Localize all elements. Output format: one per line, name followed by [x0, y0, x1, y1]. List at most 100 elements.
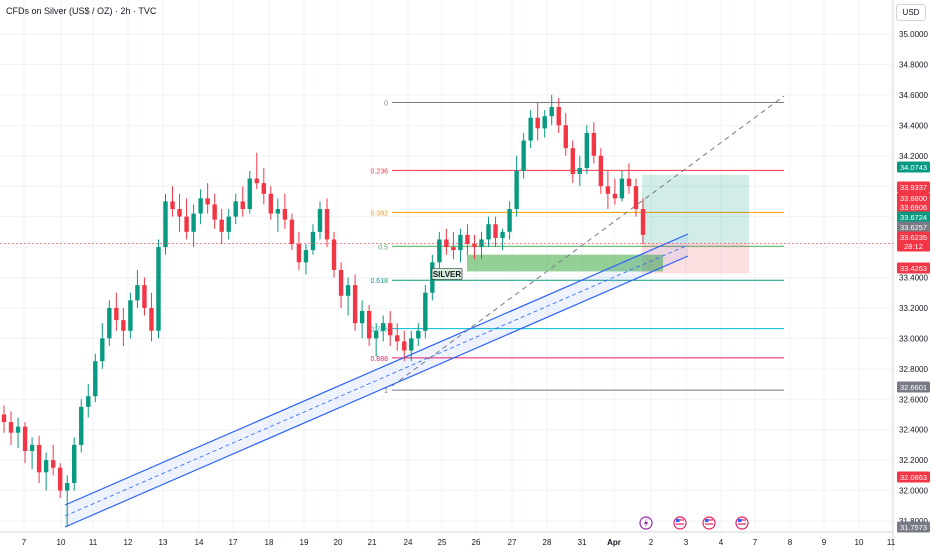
candle-body [570, 148, 575, 175]
candle-body [43, 460, 49, 473]
us-flag-event-icon [702, 516, 716, 530]
candle-body [36, 444, 42, 473]
y-tick-label: 32.6000 [899, 395, 928, 404]
candle [402, 330, 407, 362]
price-badge-bg [897, 240, 930, 252]
candle-body [423, 292, 428, 331]
candle [128, 292, 133, 339]
candle-body [507, 209, 512, 232]
candle [254, 152, 259, 190]
candle [219, 209, 224, 245]
price-badge-bg [897, 262, 930, 274]
price-badge-bg [897, 211, 930, 223]
candle-body [500, 231, 505, 238]
candle [8, 411, 14, 445]
price-badge: 33.8800 [897, 192, 930, 204]
price-badge: 33.6235 [897, 231, 930, 243]
candle-body [15, 426, 21, 433]
y-tick-label: 35.0000 [899, 30, 928, 39]
event-markers [639, 516, 749, 530]
currency-button[interactable]: USD [896, 4, 926, 21]
candle-body [64, 482, 70, 491]
x-tick-label: 28 [543, 538, 552, 547]
candle [640, 198, 646, 245]
candle [205, 183, 210, 214]
candle-body [1, 414, 7, 423]
candle [373, 323, 379, 357]
candle-body [240, 201, 245, 210]
candle [591, 122, 597, 164]
fib-level-label: 0.888 [370, 356, 388, 363]
candle [437, 231, 442, 270]
candle-body [521, 140, 526, 171]
candle [296, 231, 302, 270]
price-badge: 28:12 [897, 240, 930, 252]
fib-level-label: 0.5 [378, 244, 388, 251]
x-axis: 7 10 11 12 13 14 17 18 19 20 21 24 25 26 27 28 31 Apr 2 3 4 7… [0, 531, 896, 547]
candle-body [409, 338, 414, 351]
candle-body [444, 239, 449, 248]
price-badge-bg [897, 161, 930, 173]
candle [359, 300, 365, 339]
candle [100, 323, 105, 369]
candle-body [591, 132, 597, 156]
candle-body [226, 216, 231, 232]
price-badge-text: 33.6235 [900, 233, 927, 242]
price-badge-text: 33.9337 [900, 183, 927, 192]
candle-body [57, 467, 63, 491]
candle [317, 201, 323, 240]
candle [388, 310, 393, 346]
candle [633, 178, 639, 217]
candle [1, 405, 7, 433]
candle [500, 228, 505, 251]
x-tick-label: 3 [684, 538, 689, 547]
candle-body [22, 426, 28, 451]
price-badges: 34.074333.933733.880033.690633.672433.62… [897, 161, 930, 533]
candle-body [142, 285, 147, 308]
candle [324, 198, 330, 248]
candle [240, 186, 245, 217]
candle [107, 300, 112, 346]
price-badge-text: 28:12 [904, 242, 923, 251]
price-badge-text: 31.7573 [900, 523, 927, 532]
x-tick-label: 21 [368, 538, 377, 547]
candle-body [605, 186, 611, 194]
candle-body [296, 244, 302, 263]
x-tick-label: 31 [578, 538, 587, 547]
candle-body [268, 193, 274, 214]
candle [282, 193, 288, 229]
candle [535, 102, 540, 141]
candle [212, 193, 217, 229]
fib-retracement: 0 0.236 0.382 0.5 0.618 0.786 0.888 1 [370, 100, 784, 395]
candle [380, 315, 386, 342]
candle [15, 417, 21, 448]
candle-body [352, 285, 358, 324]
candle-body [612, 193, 618, 199]
candle [493, 216, 498, 248]
support-zone-rect [467, 254, 663, 272]
x-tick-label: 13 [159, 538, 168, 547]
candle-body [170, 201, 175, 210]
candle [135, 269, 140, 308]
x-tick-label: 19 [300, 538, 309, 547]
candle-body [72, 444, 77, 483]
price-badge-text: 33.6257 [900, 223, 927, 232]
price-badge: 33.4263 [897, 262, 930, 274]
price-badge-text: 33.4263 [900, 264, 927, 273]
candle [177, 193, 182, 232]
candle-body [247, 178, 252, 210]
price-badge: 33.6257 [897, 221, 930, 233]
candle [29, 437, 35, 470]
candle-body [107, 307, 112, 339]
us-flag-event-icon [735, 516, 749, 530]
candle-body [50, 460, 56, 468]
candle-body [331, 239, 337, 270]
price-badge-text: 32.0863 [900, 473, 927, 482]
candle [247, 170, 252, 214]
price-badge-bg [897, 192, 930, 204]
candle [93, 353, 98, 403]
candle-body [163, 201, 168, 248]
y-tick-label: 32.4000 [899, 426, 928, 435]
candlestick-series [1, 94, 646, 528]
